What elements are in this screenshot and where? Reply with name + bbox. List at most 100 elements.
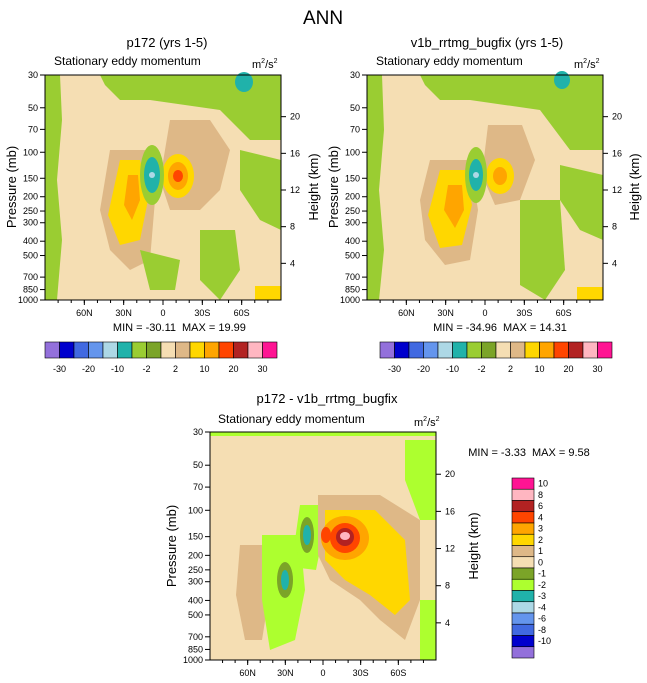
colorbar-swatch: [204, 341, 220, 359]
colorbar-swatch: [510, 341, 526, 359]
colorbar-swatch: [102, 341, 118, 359]
y-tick-label: 1000: [183, 655, 203, 665]
y-tick-label: 700: [345, 272, 360, 282]
y-tick-label: 300: [23, 218, 38, 228]
colorbar-label: 10: [199, 364, 209, 374]
colorbar: -30 -20 -10 -2 2 10 20 30: [44, 341, 278, 374]
y-tick-label: 200: [23, 192, 38, 202]
colorbar-label: -30: [388, 364, 401, 374]
x-tick-label: 0: [160, 308, 165, 318]
height-tick-label: 8: [290, 222, 295, 232]
axes: 305070100150200250300400500700850100060N…: [18, 70, 300, 318]
colorbar-swatch: [160, 341, 176, 359]
height-tick-label: 20: [290, 112, 300, 122]
colorbar-label: -2: [477, 364, 485, 374]
y-tick-label: 50: [350, 103, 360, 113]
colorbar-label: -4: [538, 602, 546, 612]
colorbar-swatch: [117, 341, 133, 359]
colorbar-swatch: [511, 567, 535, 580]
height-tick-label: 16: [612, 148, 622, 158]
colorbar-label: -20: [82, 364, 95, 374]
colorbar-swatch: [423, 341, 439, 359]
colorbar-swatch: [511, 601, 535, 614]
x-tick-label: 60N: [398, 308, 415, 318]
x-tick-label: 0: [320, 668, 325, 678]
y-tick-label: 500: [23, 251, 38, 261]
height-tick-label: 4: [290, 258, 295, 268]
x-tick-label: 60S: [390, 668, 406, 678]
colorbar-label: 10: [538, 479, 548, 489]
colorbar-swatch: [511, 477, 535, 490]
colorbar-label: 1: [538, 546, 543, 556]
x-tick-label: 0: [482, 308, 487, 318]
x-tick-label: 30S: [194, 308, 210, 318]
colorbar-label: 4: [538, 512, 543, 522]
x-tick-label: 30S: [353, 668, 369, 678]
colorbar-label: 0: [538, 557, 543, 567]
colorbar-swatch: [189, 341, 205, 359]
max-label: MAX = 14.31: [503, 322, 567, 334]
height-tick-label: 16: [445, 506, 455, 516]
colorbar-swatch: [511, 522, 535, 535]
y-tick-label: 150: [188, 532, 203, 542]
y-tick-label: 50: [193, 460, 203, 470]
y-tick-label: 400: [23, 236, 38, 246]
panel-subtitle: Stationary eddy momentum: [376, 54, 523, 68]
y-tick-label: 1000: [18, 295, 38, 305]
y-tick-label: 400: [345, 236, 360, 246]
colorbar-label: 10: [534, 364, 544, 374]
colorbar-swatch: [73, 341, 89, 359]
min-label: MIN = -34.96: [433, 322, 497, 334]
y-tick-label: 70: [193, 482, 203, 492]
colorbar-label: -6: [538, 614, 546, 624]
colorbar-swatch: [511, 545, 535, 558]
colorbar-swatch: [408, 341, 424, 359]
colorbar-swatch: [511, 533, 535, 546]
colorbar-label: -30: [53, 364, 66, 374]
colorbar-label: 2: [538, 535, 543, 545]
y-axis-right-label: Height (km): [306, 153, 321, 220]
colorbar-swatch: [131, 341, 147, 359]
axes: 305070100150200250300400500700850100060N…: [183, 427, 455, 678]
y-tick-label: 300: [188, 577, 203, 587]
colorbar-label: 2: [173, 364, 178, 374]
panel-title: v1b_rrtmg_bugfix (yrs 1-5): [411, 35, 563, 50]
y-tick-label: 700: [23, 272, 38, 282]
colorbar-label: 30: [592, 364, 602, 374]
colorbar-label: 20: [228, 364, 238, 374]
y-tick-label: 250: [188, 565, 203, 575]
colorbar-swatch: [511, 500, 535, 513]
panel-title: p172 - v1b_rrtmg_bugfix: [257, 391, 398, 406]
y-axis-right-label: Height (km): [627, 153, 642, 220]
y-tick-label: 30: [350, 70, 360, 80]
colorbar-label: -2: [538, 580, 546, 590]
colorbar-label: -10: [111, 364, 124, 374]
colorbar-label: -10: [446, 364, 459, 374]
y-tick-label: 100: [188, 505, 203, 515]
colorbar-label: 30: [257, 364, 267, 374]
colorbar-swatch: [524, 341, 540, 359]
x-tick-label: 30S: [516, 308, 532, 318]
colorbar-swatch: [233, 341, 249, 359]
colorbar-swatch: [511, 556, 535, 569]
colorbar-swatch: [247, 341, 263, 359]
y-tick-label: 250: [345, 206, 360, 216]
colorbar-swatch: [59, 341, 75, 359]
colorbar-swatch: [511, 590, 535, 603]
y-tick-label: 100: [345, 147, 360, 157]
colorbar-label: 20: [563, 364, 573, 374]
colorbar-label: 2: [508, 364, 513, 374]
y-tick-label: 50: [28, 103, 38, 113]
height-tick-label: 12: [445, 544, 455, 554]
y-axis-label: Pressure (mb): [164, 505, 179, 587]
colorbar-label: -20: [417, 364, 430, 374]
x-tick-label: 60S: [556, 308, 572, 318]
colorbar-swatch: [481, 341, 497, 359]
y-tick-label: 70: [28, 124, 38, 134]
colorbar-swatch: [146, 341, 162, 359]
colorbar-swatch: [597, 341, 613, 359]
colorbar-swatch: [511, 646, 535, 659]
colorbar-swatch: [553, 341, 569, 359]
colorbar-swatch: [437, 341, 453, 359]
y-tick-label: 500: [345, 251, 360, 261]
